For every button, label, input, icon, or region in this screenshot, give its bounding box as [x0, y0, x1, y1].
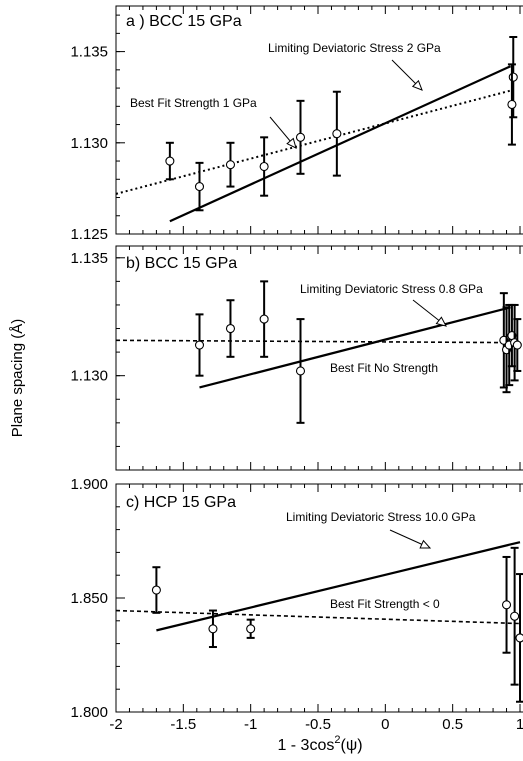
y-axis-label: Plane spacing (Å)	[9, 319, 26, 437]
data-point	[508, 72, 518, 82]
limiting-fit-line	[156, 541, 521, 632]
data-point	[259, 161, 269, 172]
fit-annotation: Best Fit No Strength	[330, 361, 438, 375]
x-axis-label-prefix: 1 - 3cos	[277, 737, 334, 754]
best-fit-line	[116, 339, 521, 344]
fit-annotation: Limiting Deviatoric Stress 10.0 GPa	[286, 510, 476, 524]
y-tick-label: 1.800	[70, 704, 108, 721]
data-point	[295, 366, 306, 376]
panel-frame	[115, 5, 523, 235]
data-point	[501, 600, 512, 610]
panel-2: 1.130 1.135 b) BCC 15 GPa Limiting Deviator…	[70, 245, 523, 471]
panels: 1.125 1.130 1.135 a ) BCC 15 GPa Limiting De…	[70, 5, 523, 733]
panel-title: c) HCP 15 GPa	[126, 494, 236, 511]
data-point	[512, 340, 522, 350]
plot-area	[116, 541, 523, 703]
data-point	[165, 156, 175, 166]
x-axis-label-sup: 2	[334, 734, 340, 746]
x-tick-label: 0.5	[442, 716, 463, 733]
plot-area	[116, 280, 522, 424]
y-tick-label: 1.130	[70, 135, 108, 152]
x-tick-label: 1	[516, 716, 523, 733]
x-tick-label: -0.5	[305, 716, 331, 733]
data-point	[151, 585, 161, 595]
panel-frame	[115, 245, 523, 471]
data-point	[208, 624, 218, 634]
data-point	[510, 611, 520, 621]
limiting-fit-line	[169, 65, 512, 223]
x-tick-label: -1	[244, 716, 257, 733]
x-tick-label: -1.5	[170, 716, 196, 733]
y-tick-label: 1.135	[70, 250, 108, 267]
data-point	[194, 340, 205, 350]
x-axis-label-suffix: (ψ)	[340, 737, 362, 754]
best-fit-line	[116, 88, 514, 195]
y-tick-label: 1.135	[70, 44, 108, 61]
y-tick-label: 1.125	[70, 226, 108, 243]
panel-3: 1.800 1.850 1.900 c) HCP 15 GPa Limiting Dev…	[70, 476, 523, 721]
data-point	[225, 160, 236, 170]
data-point	[332, 129, 342, 139]
x-axis-label: 1 - 3cos2(ψ)	[277, 734, 362, 754]
y-tick-label: 1.850	[70, 590, 108, 607]
annotation-arrowhead	[411, 79, 423, 91]
data-point	[295, 132, 306, 142]
x-tick-label: 0	[381, 716, 389, 733]
panel-1: 1.125 1.130 1.135 a ) BCC 15 GPa Limiting De…	[70, 5, 523, 243]
panel-title: b) BCC 15 GPa	[126, 255, 237, 272]
annotation-arrowhead	[435, 316, 447, 327]
data-point	[194, 182, 205, 192]
fit-annotation: Best Fit Strength 1 GPa	[130, 96, 257, 110]
plot-area	[116, 36, 518, 223]
x-tick-label: -2	[109, 716, 122, 733]
data-point	[259, 314, 269, 324]
best-fit-line	[116, 609, 521, 625]
fit-annotation: Limiting Deviatoric Stress 2 GPa	[268, 41, 441, 55]
panel-title: a ) BCC 15 GPa	[126, 13, 242, 30]
limiting-fit-line	[199, 306, 511, 389]
fit-annotation: Limiting Deviatoric Stress 0.8 GPa	[300, 282, 483, 296]
annotation-arrowhead	[286, 137, 297, 149]
y-tick-label: 1.130	[70, 368, 108, 385]
fit-annotation: Best Fit Strength < 0	[330, 597, 440, 611]
annotation-arrowhead	[419, 539, 432, 549]
y-tick-label: 1.900	[70, 476, 108, 493]
data-point	[515, 633, 523, 643]
data-point	[246, 624, 256, 634]
data-point	[507, 99, 517, 110]
data-point	[225, 323, 236, 334]
